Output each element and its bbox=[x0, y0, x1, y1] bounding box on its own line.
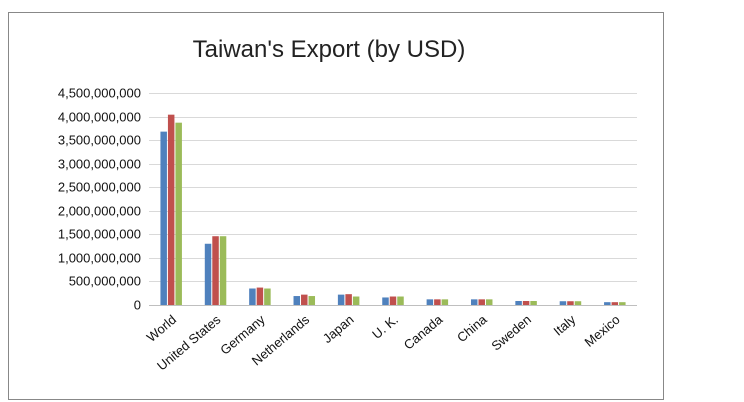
x-tick-label: Sweden bbox=[488, 312, 534, 354]
bar-2015 bbox=[219, 236, 227, 305]
y-tick-label: 500,000,000 bbox=[69, 274, 141, 289]
bar-2013 bbox=[204, 243, 212, 305]
bar-2015 bbox=[397, 296, 404, 305]
x-tick-label: U. K. bbox=[369, 312, 401, 342]
x-tick-label: Japan bbox=[320, 312, 357, 346]
bar-2015 bbox=[175, 122, 182, 306]
y-tick-label: 4,500,000,000 bbox=[58, 86, 141, 101]
chart-area: Taiwan's Export (by USD) 0 500,000,000 1,0… bbox=[8, 12, 664, 400]
y-tick-label: 1,500,000,000 bbox=[58, 227, 141, 242]
bar-2015 bbox=[485, 299, 493, 305]
bar-2014 bbox=[212, 236, 219, 305]
bar-2013 bbox=[249, 288, 256, 305]
bar-2014 bbox=[567, 301, 574, 305]
bar-2015 bbox=[352, 296, 360, 305]
bar-2013 bbox=[160, 131, 167, 305]
bar-2014 bbox=[434, 299, 441, 305]
bar-2014 bbox=[301, 294, 308, 305]
x-tick-label: Canada bbox=[401, 311, 446, 352]
y-tick-label: 0 bbox=[134, 298, 141, 313]
bar-2013 bbox=[382, 297, 389, 305]
x-tick-label: World bbox=[144, 312, 179, 345]
bar-2015 bbox=[308, 296, 316, 305]
x-tick-label: Italy bbox=[550, 311, 578, 338]
bar-2013 bbox=[559, 301, 567, 305]
y-tick-label: 2,500,000,000 bbox=[58, 180, 141, 195]
y-tick-label: 4,000,000,000 bbox=[58, 110, 141, 125]
bar-2013 bbox=[337, 294, 345, 305]
y-tick-label: 3,000,000,000 bbox=[58, 157, 141, 172]
bar-2014 bbox=[345, 294, 352, 305]
x-tick-label: China bbox=[454, 311, 490, 345]
bar-2013 bbox=[293, 296, 301, 305]
chart-svg: Taiwan's Export (by USD) 0 500,000,000 1,0… bbox=[58, 36, 637, 373]
bar-2015 bbox=[530, 300, 537, 305]
y-axis: 0 500,000,000 1,000,000,000 1,500,000,000 2,… bbox=[58, 86, 141, 313]
bar-2013 bbox=[470, 299, 478, 305]
x-tick-label: Mexico bbox=[582, 312, 623, 350]
bar-2015 bbox=[619, 302, 626, 305]
y-tick-label: 2,000,000,000 bbox=[58, 204, 141, 219]
bars-layer bbox=[160, 114, 626, 306]
bar-2014 bbox=[389, 296, 397, 305]
bar-2014 bbox=[522, 300, 530, 305]
chart-title: Taiwan's Export (by USD) bbox=[193, 36, 466, 63]
bar-2014 bbox=[478, 299, 485, 305]
y-tick-label: 3,500,000,000 bbox=[58, 133, 141, 148]
bar-2014 bbox=[167, 114, 175, 305]
y-tick-label: 1,000,000,000 bbox=[58, 251, 141, 266]
bar-2015 bbox=[264, 288, 271, 305]
bar-2014 bbox=[611, 302, 619, 305]
bar-2013 bbox=[604, 302, 611, 305]
grid-layer bbox=[149, 93, 637, 306]
bar-2013 bbox=[515, 300, 522, 305]
bar-2014 bbox=[256, 287, 264, 305]
bar-2013 bbox=[426, 299, 434, 305]
bar-2015 bbox=[441, 299, 449, 305]
bar-2015 bbox=[574, 301, 582, 305]
